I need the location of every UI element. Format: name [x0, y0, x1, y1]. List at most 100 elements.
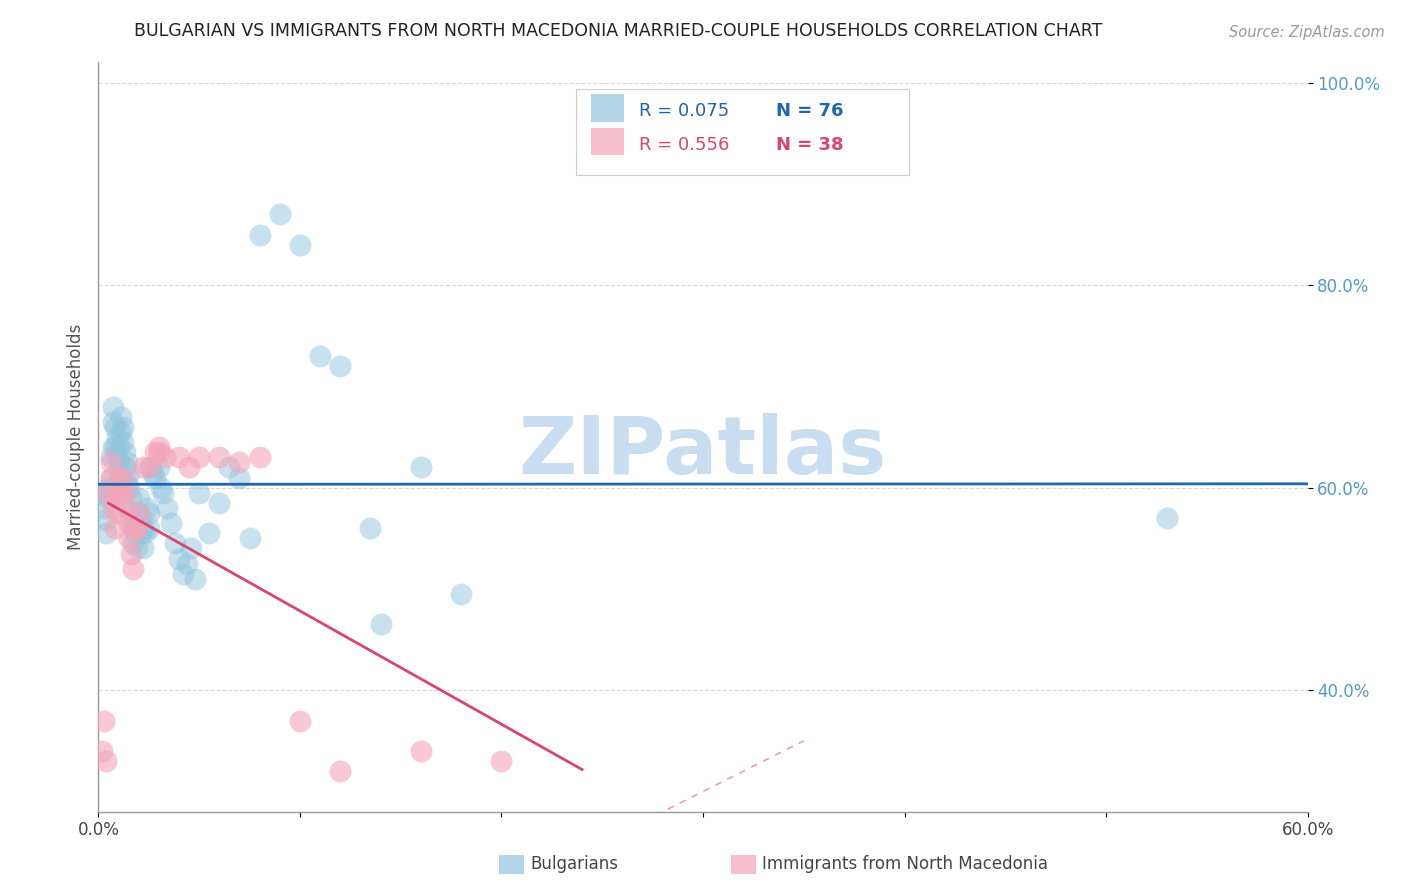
Point — [163, 536, 186, 550]
Point — [121, 521, 143, 535]
Point — [134, 526, 156, 541]
Point — [160, 516, 183, 530]
Text: N = 76: N = 76 — [776, 103, 844, 120]
Point — [360, 521, 382, 535]
Point — [249, 227, 271, 242]
Point — [124, 526, 146, 541]
Point — [96, 754, 118, 768]
Point — [114, 460, 136, 475]
Point — [167, 450, 190, 465]
Point — [107, 470, 129, 484]
Point — [118, 532, 141, 546]
Point — [107, 470, 129, 484]
Point — [111, 470, 134, 484]
Point — [93, 714, 115, 728]
Point — [152, 485, 174, 500]
Point — [228, 455, 250, 469]
Point — [135, 500, 157, 515]
Point — [409, 460, 432, 475]
Point — [148, 440, 170, 454]
Point — [97, 491, 120, 505]
Text: BULGARIAN VS IMMIGRANTS FROM NORTH MACEDONIA MARRIED-COUPLE HOUSEHOLDS CORRELATI: BULGARIAN VS IMMIGRANTS FROM NORTH MACED… — [135, 22, 1102, 40]
Point — [97, 481, 120, 495]
Point — [107, 455, 129, 469]
Point — [139, 460, 162, 475]
Point — [96, 513, 118, 527]
Point — [103, 440, 125, 454]
Point — [208, 450, 231, 465]
Point — [172, 566, 194, 581]
Point — [409, 744, 432, 758]
Point — [110, 425, 132, 439]
Point — [124, 521, 146, 535]
Point — [129, 511, 152, 525]
Point — [309, 349, 332, 363]
Point — [149, 481, 172, 495]
Point — [105, 430, 128, 444]
Point — [124, 511, 146, 525]
Point — [121, 536, 143, 550]
Point — [128, 491, 150, 505]
Point — [103, 521, 125, 535]
Bar — [591, 95, 624, 121]
Point — [110, 485, 132, 500]
Text: N = 38: N = 38 — [776, 136, 844, 153]
Point — [370, 617, 392, 632]
Point — [101, 500, 124, 515]
Point — [125, 521, 148, 535]
Point — [198, 526, 221, 541]
Point — [176, 557, 198, 571]
Point — [96, 526, 118, 541]
Point — [103, 485, 125, 500]
Point — [180, 541, 202, 556]
Point — [121, 562, 143, 576]
Point — [138, 460, 160, 475]
Point — [288, 237, 311, 252]
Point — [138, 521, 160, 535]
Point — [218, 460, 240, 475]
Point — [188, 450, 211, 465]
Point — [239, 532, 262, 546]
Point — [101, 400, 124, 414]
Point — [91, 485, 114, 500]
Point — [249, 450, 271, 465]
Point — [132, 541, 155, 556]
Point — [143, 470, 166, 484]
Point — [128, 506, 150, 520]
Point — [132, 460, 155, 475]
Point — [93, 500, 115, 515]
Point — [269, 207, 291, 221]
Point — [91, 744, 114, 758]
Text: R = 0.075: R = 0.075 — [638, 103, 730, 120]
Point — [105, 506, 128, 520]
Point — [288, 714, 311, 728]
Point — [125, 541, 148, 556]
Point — [120, 547, 142, 561]
Point — [138, 506, 160, 520]
Point — [167, 551, 190, 566]
Text: R = 0.556: R = 0.556 — [638, 136, 730, 153]
Point — [105, 450, 128, 465]
Point — [110, 409, 132, 424]
Point — [115, 455, 138, 469]
Point — [450, 587, 472, 601]
Point — [115, 500, 138, 515]
Point — [120, 491, 142, 505]
Point — [118, 466, 141, 480]
Point — [329, 764, 352, 779]
Point — [118, 516, 141, 530]
Point — [100, 470, 122, 484]
FancyBboxPatch shape — [576, 88, 908, 175]
Point — [101, 415, 124, 429]
Point — [148, 460, 170, 475]
Point — [208, 496, 231, 510]
Y-axis label: Married-couple Households: Married-couple Households — [66, 324, 84, 550]
Point — [100, 455, 122, 469]
Point — [491, 754, 513, 768]
Text: Bulgarians: Bulgarians — [530, 855, 619, 873]
Point — [101, 440, 124, 454]
Point — [118, 481, 141, 495]
Point — [132, 521, 155, 535]
Point — [128, 506, 150, 520]
Point — [142, 466, 165, 480]
